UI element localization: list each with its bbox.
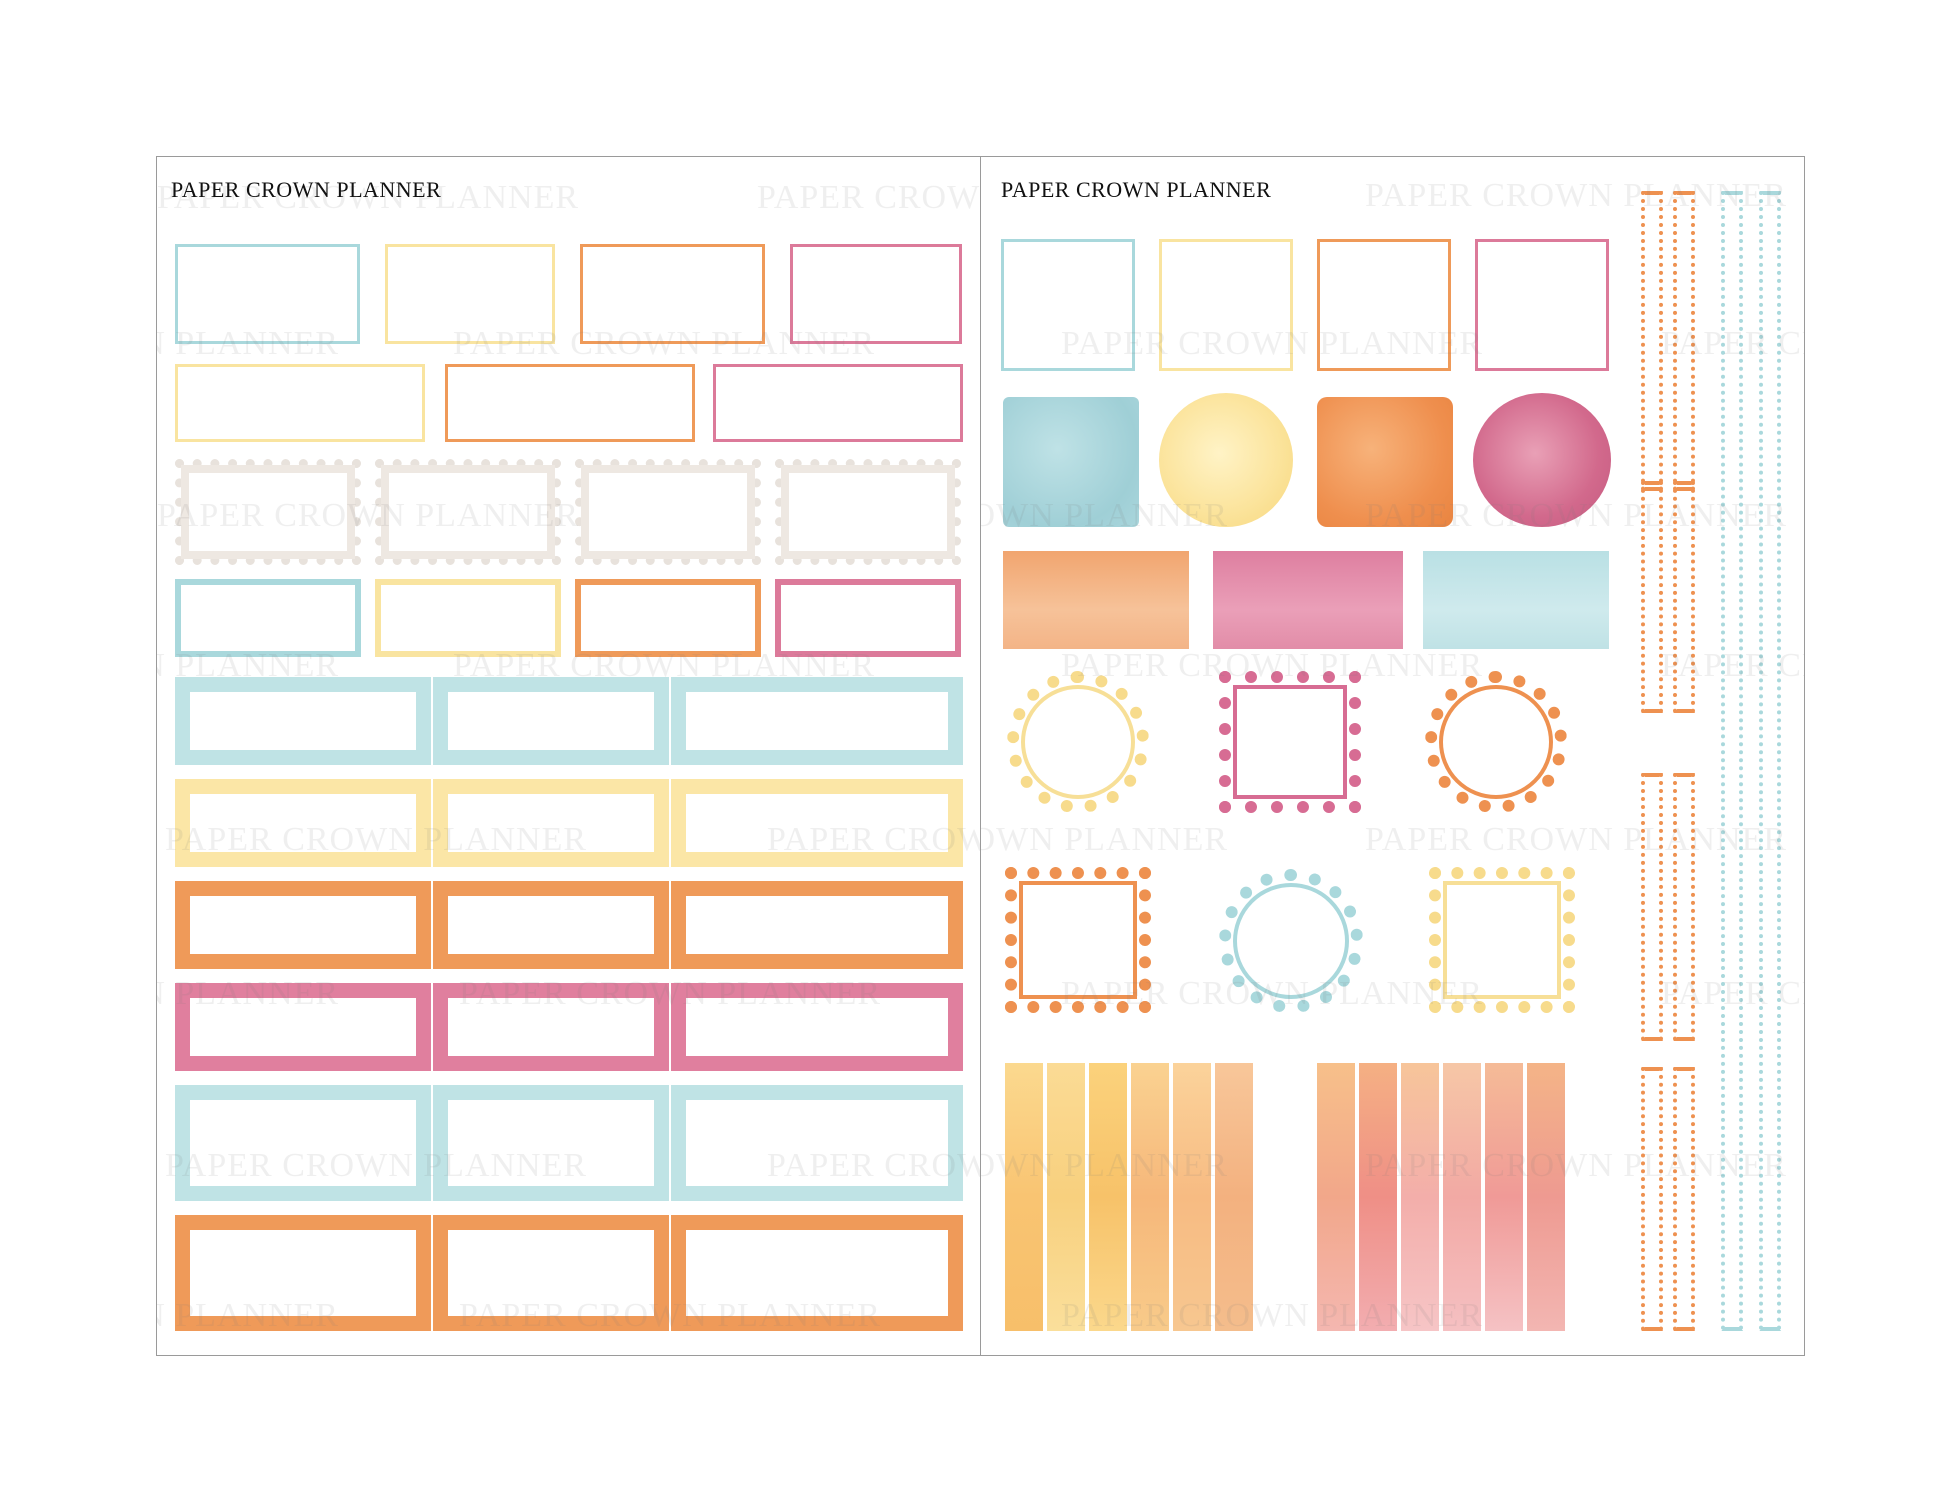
watercolor-circle-yellow bbox=[1159, 393, 1293, 527]
sticker-square-frame-yellow bbox=[1159, 239, 1293, 371]
sticker-thick-frame-blue bbox=[433, 1085, 669, 1201]
sticker-frame-pink bbox=[775, 579, 961, 657]
lace-strip-orange bbox=[1641, 1067, 1663, 1331]
lace-strip-orange bbox=[1641, 191, 1663, 491]
sticker-thick-frame-yellow bbox=[175, 779, 431, 867]
sticker-frame-yellow bbox=[375, 579, 561, 657]
watercolor-rect-orange bbox=[1003, 551, 1189, 649]
watercolor-rect-blue bbox=[1423, 551, 1609, 649]
washi-strip-pink bbox=[1359, 1063, 1397, 1331]
sticker-frame-blue bbox=[175, 579, 361, 657]
sticker-thick-frame-orange bbox=[671, 1215, 963, 1331]
sticker-thick-frame-blue bbox=[671, 1085, 963, 1201]
sticker-thick-frame-yellow bbox=[433, 779, 669, 867]
lace-strip-orange bbox=[1641, 773, 1663, 1041]
sticker-thick-frame-blue bbox=[671, 677, 963, 765]
sticker-frame-yellow bbox=[385, 244, 555, 344]
lace-strip-orange bbox=[1673, 773, 1695, 1041]
lace-strip-orange bbox=[1641, 481, 1663, 713]
sticker-thick-frame-blue bbox=[433, 677, 669, 765]
sticker-frame-orange bbox=[580, 244, 765, 344]
sticker-scallop-frame bbox=[375, 459, 561, 565]
sticker-thick-frame-pink bbox=[433, 983, 669, 1071]
lace-strip-orange bbox=[1673, 191, 1695, 491]
sticker-thick-frame-pink bbox=[175, 983, 431, 1071]
sticker-frame-pink-wide bbox=[713, 364, 963, 442]
sticker-square-frame-blue bbox=[1001, 239, 1135, 371]
washi-strip-peach bbox=[1131, 1063, 1169, 1331]
washi-strip-pink bbox=[1443, 1063, 1481, 1331]
lace-square-frame-yellow bbox=[1429, 867, 1575, 1013]
washi-strip-yellow bbox=[1005, 1063, 1043, 1331]
sticker-thick-frame-yellow bbox=[671, 779, 963, 867]
washi-strip-yellow bbox=[1047, 1063, 1085, 1331]
watermark: PAPER CROWN PLANNER bbox=[981, 821, 1229, 858]
sticker-thick-frame-orange bbox=[433, 1215, 669, 1331]
sticker-thick-frame-pink bbox=[671, 983, 963, 1071]
lace-strip-orange bbox=[1673, 481, 1695, 713]
sticker-scallop-frame bbox=[775, 459, 961, 565]
watermark: PAPER CROWN PLANNER bbox=[757, 179, 981, 216]
sticker-thick-frame-blue bbox=[175, 677, 431, 765]
sticker-thick-frame-orange bbox=[671, 881, 963, 969]
lace-square-frame-orange bbox=[1005, 867, 1151, 1013]
brand-title: PAPER CROWN PLANNER bbox=[1001, 177, 1272, 202]
watercolor-square-orange bbox=[1317, 397, 1453, 527]
sticker-square-frame-orange bbox=[1317, 239, 1451, 371]
sticker-frame-blue bbox=[175, 244, 360, 344]
watercolor-rect-pink bbox=[1213, 551, 1403, 649]
sticker-thick-frame-orange bbox=[433, 881, 669, 969]
washi-strip-pink bbox=[1527, 1063, 1565, 1331]
sticker-frame-pink bbox=[790, 244, 962, 344]
sticker-square-frame-pink bbox=[1475, 239, 1609, 371]
washi-strip-pink bbox=[1317, 1063, 1355, 1331]
watercolor-square-blue bbox=[1003, 397, 1139, 527]
washi-strip-pink bbox=[1485, 1063, 1523, 1331]
lace-circle-frame-blue bbox=[1219, 869, 1363, 1013]
brand-title: PAPER CROWN PLANNER bbox=[171, 177, 442, 202]
lace-circle-frame-yellow bbox=[1007, 671, 1149, 813]
right-sticker-sheet: PAPER CROWN PLANNER PAPER CROWN PLANNER … bbox=[980, 156, 1805, 1356]
watercolor-circle-pink bbox=[1473, 393, 1611, 527]
lace-strip-blue bbox=[1759, 191, 1781, 1331]
lace-circle-frame-orange bbox=[1425, 671, 1567, 813]
washi-strip-peach bbox=[1173, 1063, 1211, 1331]
lace-square-frame-pink bbox=[1219, 671, 1361, 813]
sticker-scallop-frame bbox=[575, 459, 761, 565]
lace-strip-blue bbox=[1721, 191, 1743, 1331]
washi-strip-pink bbox=[1401, 1063, 1439, 1331]
lace-strip-orange bbox=[1673, 1067, 1695, 1331]
left-sticker-sheet: PAPER CROWN PLANNER PAPER CROWN PLANNER … bbox=[156, 156, 981, 1356]
sticker-thick-frame-orange bbox=[175, 1215, 431, 1331]
sticker-thick-frame-orange bbox=[175, 881, 431, 969]
washi-strip-yellow bbox=[1089, 1063, 1127, 1331]
sticker-frame-orange bbox=[575, 579, 761, 657]
sticker-frame-yellow-wide bbox=[175, 364, 425, 442]
sticker-frame-orange-wide bbox=[445, 364, 695, 442]
washi-strip-peach bbox=[1215, 1063, 1253, 1331]
sticker-scallop-frame bbox=[175, 459, 361, 565]
sticker-thick-frame-blue bbox=[175, 1085, 431, 1201]
